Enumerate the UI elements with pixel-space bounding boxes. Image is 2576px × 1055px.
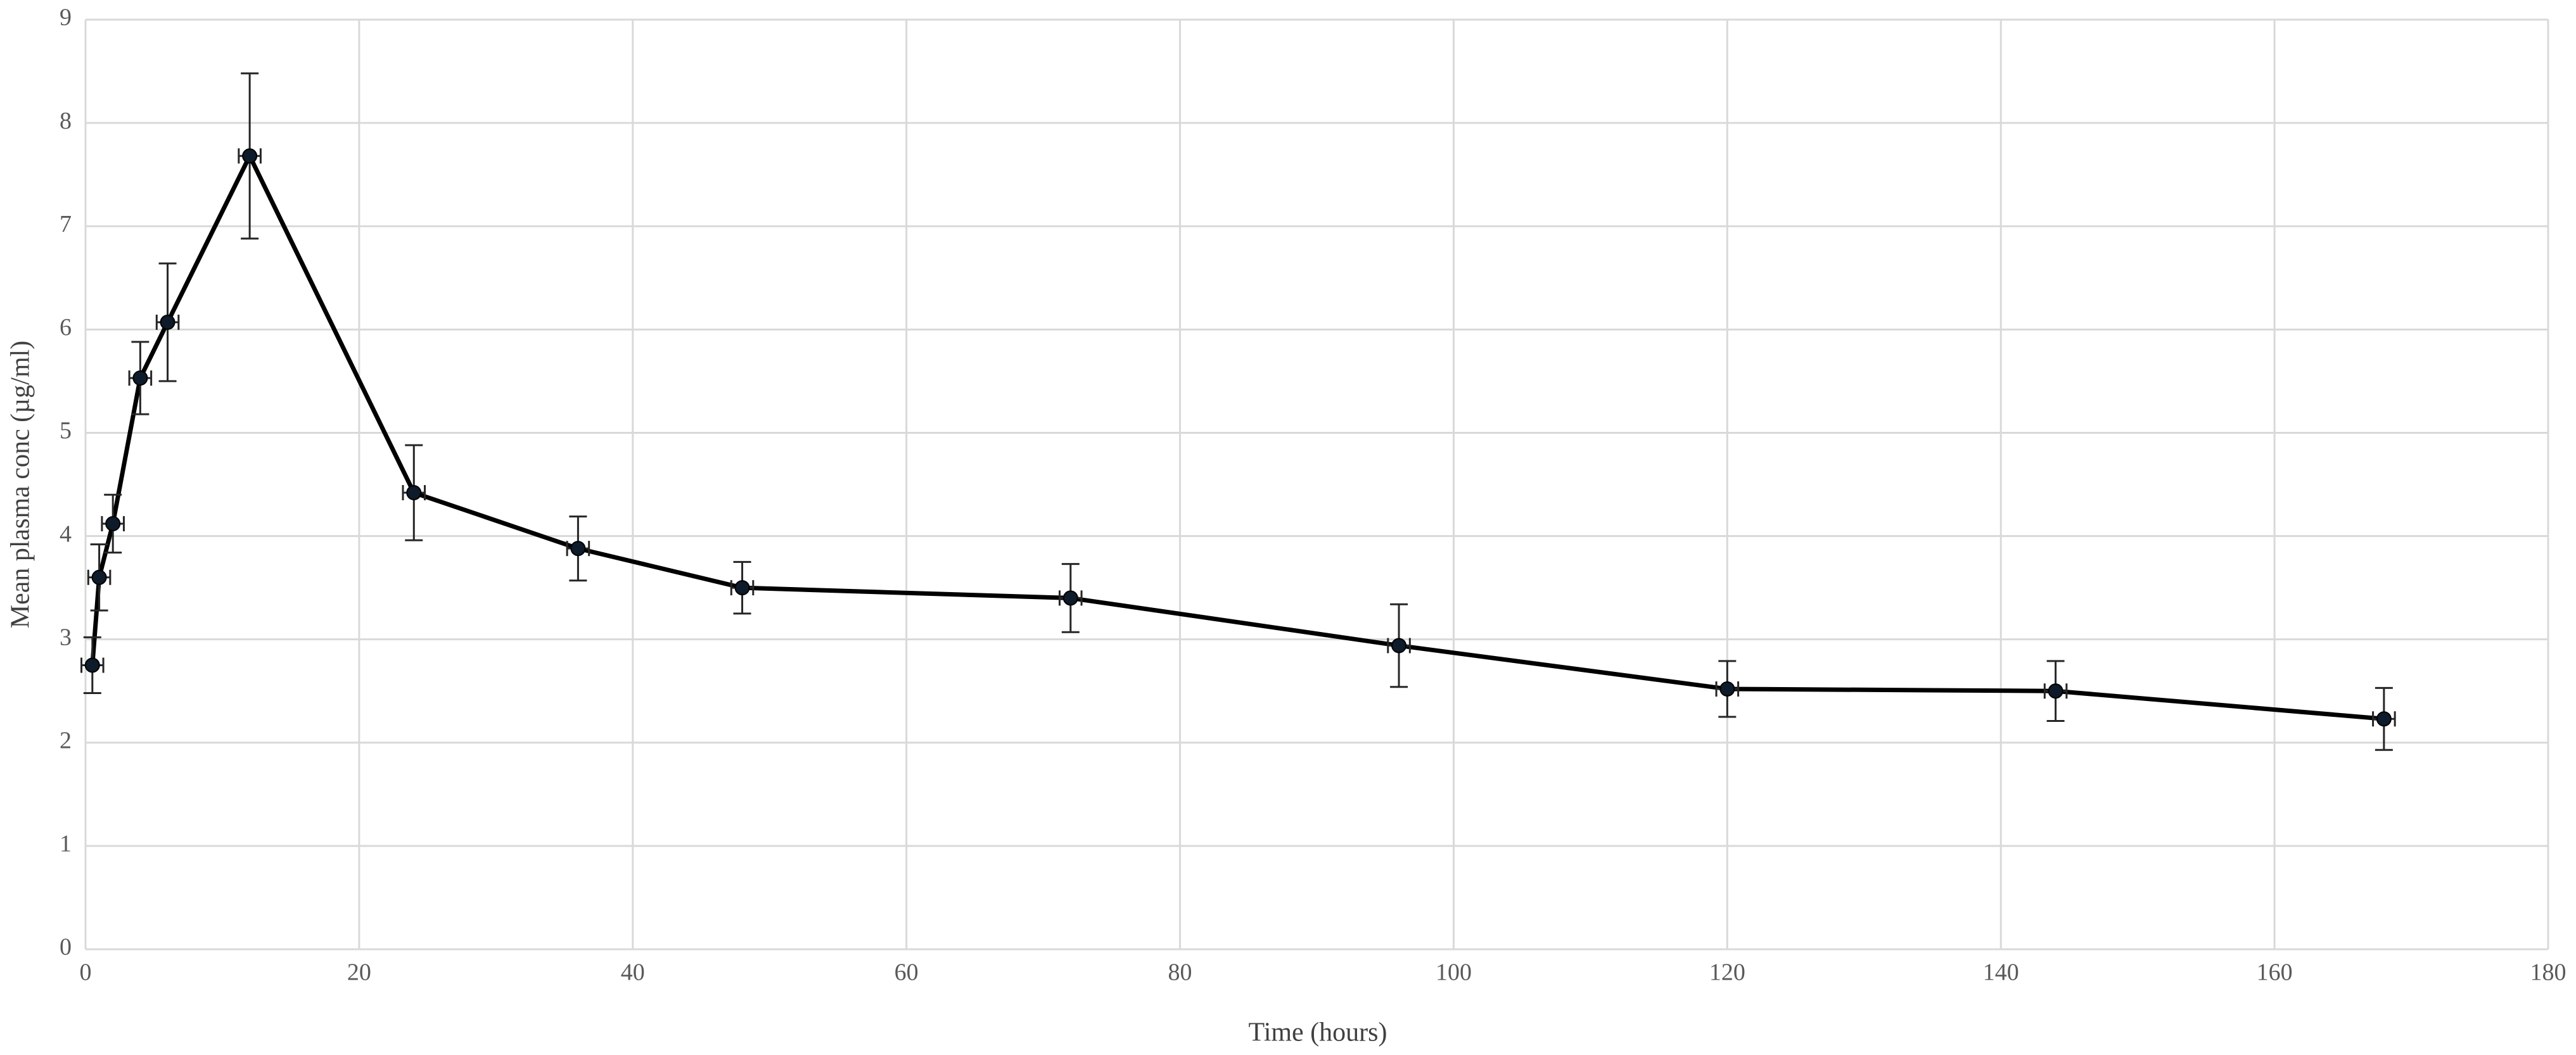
data-point (734, 580, 750, 596)
x-tick-label: 180 (2530, 959, 2566, 986)
data-point (160, 314, 175, 330)
y-tick-label: 8 (60, 108, 72, 134)
data-line (90, 153, 2385, 721)
y-tick-label: 9 (60, 4, 72, 31)
data-point (1062, 590, 1078, 606)
data-point (570, 541, 586, 557)
x-tick-label: 0 (80, 959, 92, 986)
x-tick-label: 120 (1709, 959, 1745, 986)
data-point (406, 485, 422, 501)
x-tick-label: 80 (1168, 959, 1192, 986)
x-tick-label: 100 (1436, 959, 1472, 986)
y-tick-label: 4 (60, 521, 72, 547)
data-point (1719, 681, 1735, 697)
data-point (132, 370, 148, 386)
y-tick-label: 6 (60, 314, 72, 341)
x-tick-label: 60 (895, 959, 919, 986)
data-point (2048, 683, 2063, 699)
x-axis-title: Time (hours) (1249, 1018, 1387, 1047)
y-tick-label: 5 (60, 417, 72, 444)
data-point (1391, 638, 1407, 654)
data-point (91, 569, 107, 585)
y-tick-label: 7 (60, 211, 72, 237)
data-point (105, 515, 121, 531)
x-tick-label: 140 (1983, 959, 2019, 986)
y-tick-label: 0 (60, 934, 72, 961)
y-axis-title: Mean plasma conc (µg/ml) (6, 341, 35, 629)
x-tick-label: 20 (347, 959, 371, 986)
y-tick-label: 2 (60, 727, 72, 754)
x-tick-label: 40 (621, 959, 645, 986)
data-point (84, 657, 100, 673)
data-point (2376, 711, 2392, 727)
x-tick-label: 160 (2257, 959, 2293, 986)
y-tick-label: 3 (60, 624, 72, 650)
y-tick-label: 1 (60, 831, 72, 857)
data-point (242, 148, 258, 164)
